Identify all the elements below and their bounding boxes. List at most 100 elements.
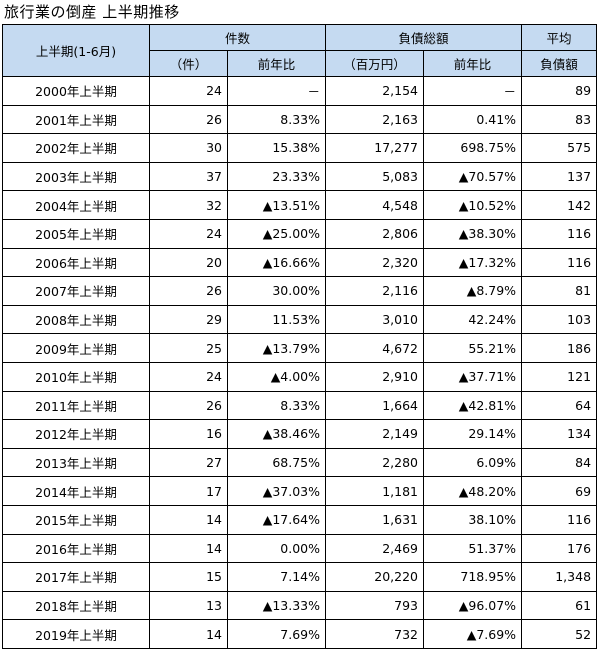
cell-period: 2011年上半期 [2, 390, 150, 421]
cell-count-yoy: － [226, 76, 327, 106]
header-count-unit: （件） [149, 50, 228, 77]
table-row: 2011年上半期 26 8.33% 1,664 ▲42.81% 64 [2, 390, 598, 421]
cell-count-yoy: 0.00% [226, 533, 327, 564]
cell-avg-debt: 52 [521, 619, 598, 649]
cell-debt: 1,664 [325, 390, 425, 421]
cell-count-yoy: 11.53% [226, 304, 327, 335]
cell-count: 20 [149, 247, 228, 278]
cell-avg-debt: 116 [521, 247, 598, 278]
cell-debt-yoy: 6.09% [423, 447, 523, 478]
cell-count: 24 [149, 76, 228, 106]
cell-debt-yoy: 55.21% [423, 333, 523, 363]
cell-avg-debt: 89 [521, 76, 598, 106]
cell-period: 2014年上半期 [2, 476, 150, 506]
cell-debt-yoy: 718.95% [423, 562, 523, 592]
cell-count: 14 [149, 619, 228, 649]
cell-count-yoy: ▲13.33% [226, 590, 327, 621]
cell-debt: 5,083 [325, 161, 425, 192]
page-title: 旅行業の倒産 上半期推移 [4, 3, 180, 21]
header-avg-top: 平均 [521, 24, 598, 51]
table-header: 上半期(1-6月) 件数 負債総額 平均 （件） 前年比 （百万円） 前年比 負… [2, 24, 598, 77]
cell-period: 2008年上半期 [2, 304, 150, 335]
cell-debt: 17,277 [325, 133, 425, 163]
cell-debt: 732 [325, 619, 425, 649]
table-row: 2012年上半期 16 ▲38.46% 2,149 29.14% 134 [2, 419, 598, 449]
cell-debt-yoy: 0.41% [423, 104, 523, 135]
cell-avg-debt: 575 [521, 133, 598, 163]
cell-period: 2015年上半期 [2, 504, 150, 535]
table-row: 2014年上半期 17 ▲37.03% 1,181 ▲48.20% 69 [2, 476, 598, 506]
header-avg-bottom: 負債額 [521, 50, 598, 77]
cell-debt-yoy: ▲8.79% [423, 276, 523, 306]
cell-avg-debt: 64 [521, 390, 598, 421]
cell-debt-yoy: ▲48.20% [423, 476, 523, 506]
cell-count: 32 [149, 190, 228, 220]
cell-count: 14 [149, 504, 228, 535]
cell-period: 2016年上半期 [2, 533, 150, 564]
cell-period: 2018年上半期 [2, 590, 150, 621]
header-debt-group: 負債総額 [325, 24, 523, 51]
table-row: 2016年上半期 14 0.00% 2,469 51.37% 176 [2, 533, 598, 564]
cell-count: 17 [149, 476, 228, 506]
table-row: 2018年上半期 13 ▲13.33% 793 ▲96.07% 61 [2, 590, 598, 621]
cell-debt-yoy: ▲96.07% [423, 590, 523, 621]
cell-avg-debt: 84 [521, 447, 598, 478]
cell-count-yoy: ▲13.79% [226, 333, 327, 363]
header-period: 上半期(1-6月) [2, 24, 150, 77]
cell-debt: 2,469 [325, 533, 425, 564]
cell-period: 2013年上半期 [2, 447, 150, 478]
cell-count-yoy: ▲16.66% [226, 247, 327, 278]
cell-avg-debt: 83 [521, 104, 598, 135]
cell-debt: 2,149 [325, 419, 425, 449]
table-row: 2017年上半期 15 7.14% 20,220 718.95% 1,348 [2, 562, 598, 592]
cell-debt: 2,116 [325, 276, 425, 306]
cell-count: 30 [149, 133, 228, 163]
table-row: 2015年上半期 14 ▲17.64% 1,631 38.10% 116 [2, 504, 598, 535]
cell-period: 2002年上半期 [2, 133, 150, 163]
cell-debt: 793 [325, 590, 425, 621]
cell-count-yoy: 7.14% [226, 562, 327, 592]
cell-period: 2009年上半期 [2, 333, 150, 363]
cell-avg-debt: 81 [521, 276, 598, 306]
cell-debt-yoy: ▲38.30% [423, 218, 523, 249]
table-row: 2010年上半期 24 ▲4.00% 2,910 ▲37.71% 121 [2, 361, 598, 392]
cell-count: 14 [149, 533, 228, 564]
bankruptcy-table: 上半期(1-6月) 件数 負債総額 平均 （件） 前年比 （百万円） 前年比 負… [2, 24, 598, 649]
table-row: 2008年上半期 29 11.53% 3,010 42.24% 103 [2, 304, 598, 335]
table-row: 2013年上半期 27 68.75% 2,280 6.09% 84 [2, 447, 598, 478]
table-row: 2019年上半期 14 7.69% 732 ▲7.69% 52 [2, 619, 598, 649]
cell-count: 24 [149, 361, 228, 392]
cell-count: 24 [149, 218, 228, 249]
cell-count: 37 [149, 161, 228, 192]
cell-count-yoy: ▲17.64% [226, 504, 327, 535]
table-row: 2007年上半期 26 30.00% 2,116 ▲8.79% 81 [2, 276, 598, 306]
cell-debt: 2,910 [325, 361, 425, 392]
cell-debt: 4,672 [325, 333, 425, 363]
cell-avg-debt: 1,348 [521, 562, 598, 592]
cell-count-yoy: ▲25.00% [226, 218, 327, 249]
cell-avg-debt: 69 [521, 476, 598, 506]
cell-debt: 4,548 [325, 190, 425, 220]
cell-avg-debt: 116 [521, 218, 598, 249]
cell-avg-debt: 134 [521, 419, 598, 449]
cell-debt: 1,181 [325, 476, 425, 506]
cell-avg-debt: 103 [521, 304, 598, 335]
cell-count-yoy: 8.33% [226, 390, 327, 421]
table-row: 2000年上半期 24 － 2,154 － 89 [2, 76, 598, 106]
cell-debt-yoy: 29.14% [423, 419, 523, 449]
cell-avg-debt: 137 [521, 161, 598, 192]
cell-period: 2001年上半期 [2, 104, 150, 135]
cell-period: 2006年上半期 [2, 247, 150, 278]
cell-debt-yoy: － [423, 76, 523, 106]
cell-avg-debt: 186 [521, 333, 598, 363]
table-row: 2009年上半期 25 ▲13.79% 4,672 55.21% 186 [2, 333, 598, 363]
cell-count: 15 [149, 562, 228, 592]
cell-debt-yoy: ▲42.81% [423, 390, 523, 421]
cell-count-yoy: ▲13.51% [226, 190, 327, 220]
cell-period: 2004年上半期 [2, 190, 150, 220]
header-count-group: 件数 [148, 24, 327, 51]
cell-debt: 2,320 [325, 247, 425, 278]
cell-count-yoy: ▲37.03% [226, 476, 327, 506]
table-row: 2003年上半期 37 23.33% 5,083 ▲70.57% 137 [2, 161, 598, 192]
cell-avg-debt: 61 [521, 590, 598, 621]
